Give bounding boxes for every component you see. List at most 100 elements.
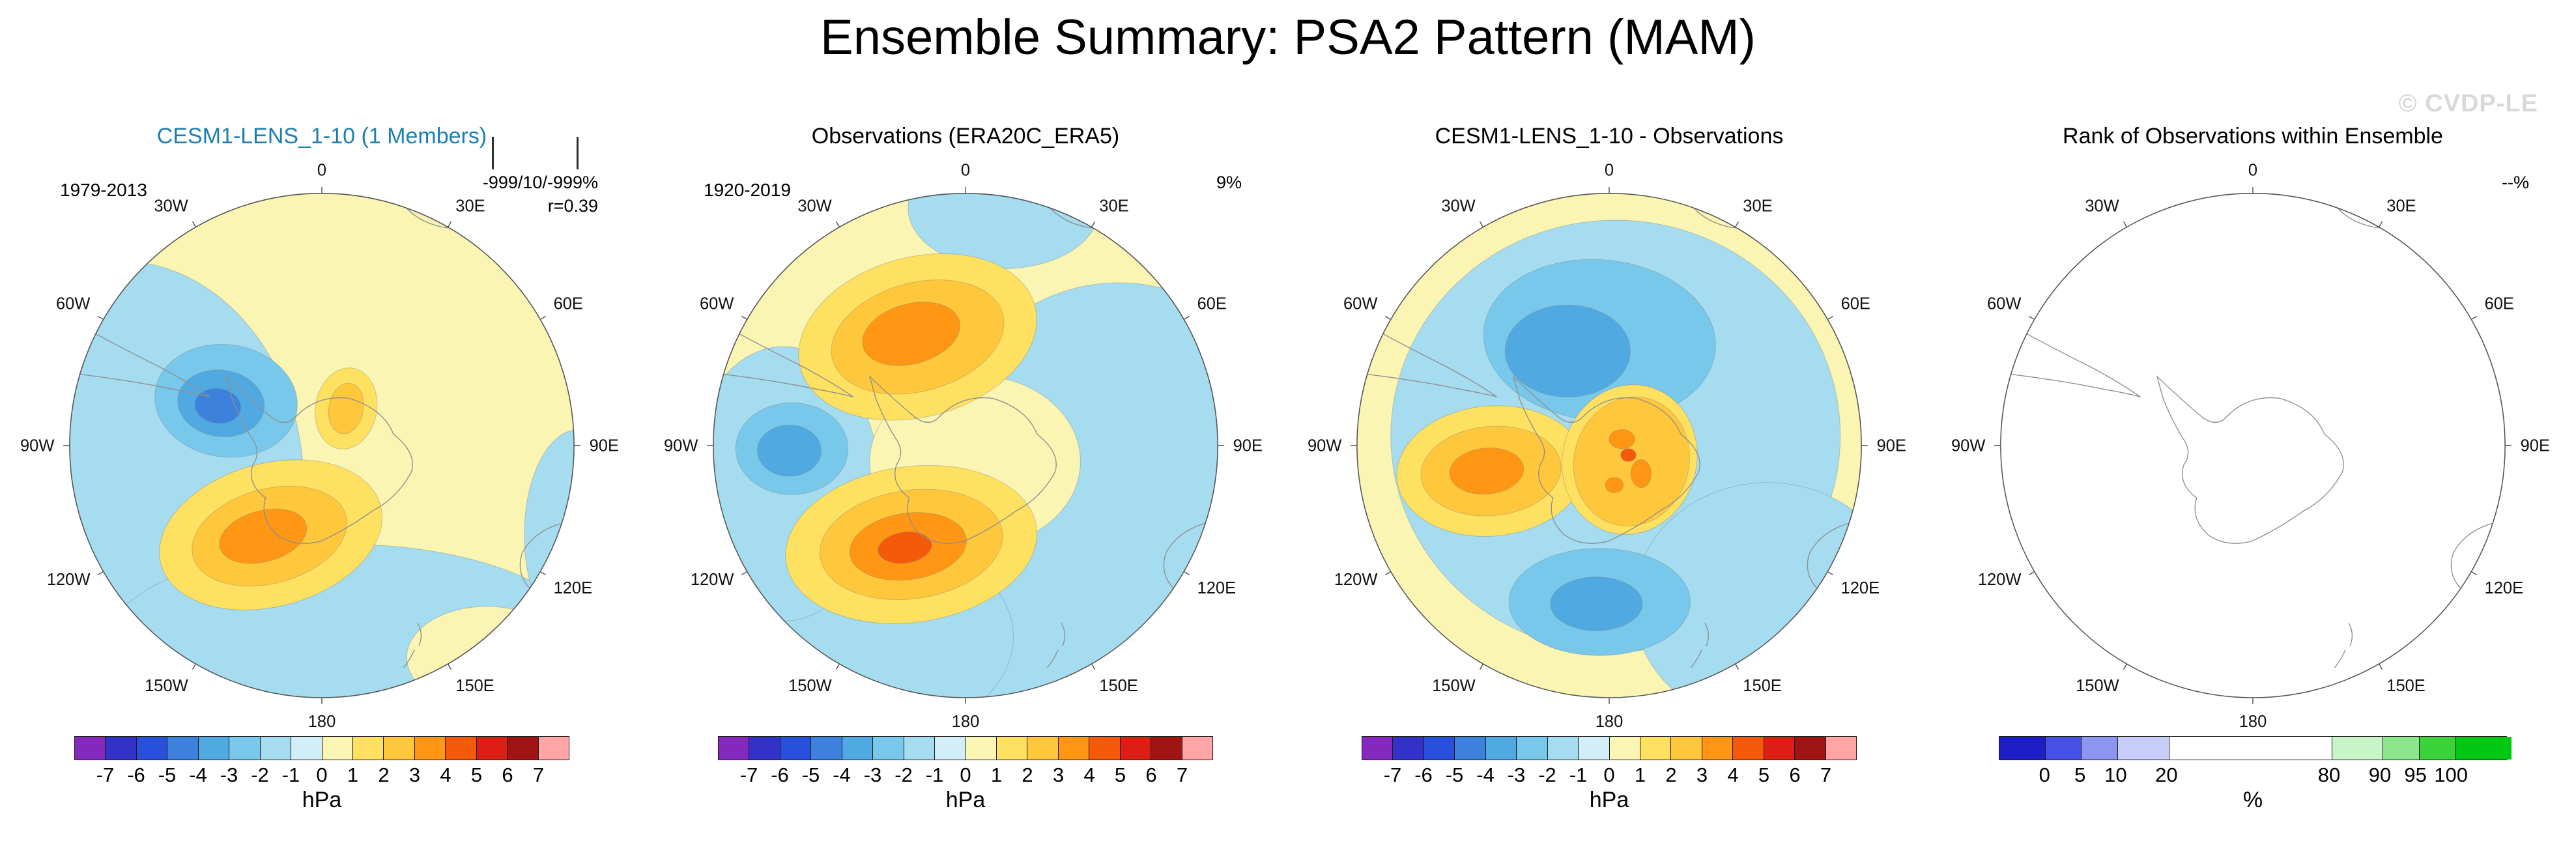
colorbar-tick-label: 1: [347, 763, 359, 786]
colorbar-tick-label: -5: [801, 763, 820, 786]
colorbar-segment: [291, 737, 322, 760]
longitude-label: 150E: [1099, 677, 1138, 695]
colorbar-tick-label: 5: [1114, 763, 1126, 786]
colorbar-tick-label: -6: [127, 763, 145, 786]
colorbar-tick-label: -1: [281, 763, 300, 786]
colorbar-tick-label: -6: [1414, 763, 1433, 786]
colorbar-segment: [2455, 737, 2512, 760]
longitude-tick: [1091, 663, 1096, 670]
colorbar-segment: [780, 737, 812, 760]
longitude-tick: [447, 221, 452, 228]
colorbar-ticks: -7 -6 -5 -4 -3 -2 -1 0 1 2 3 4 5 6 7: [718, 760, 1213, 788]
longitude-labels: 0 30W 60W 90W 120W 150W 180 150E 120E 90E 60E 30E: [1951, 161, 2550, 730]
colorbar-segment: [476, 737, 508, 760]
panel-title: Rank of Observations within Ensemble: [2063, 124, 2443, 149]
panel-period: 1979-2013: [60, 180, 147, 200]
colorbar-segment: [322, 737, 353, 760]
colorbar-tick-label: 7: [1176, 763, 1188, 786]
panel-stats: -999/10/-999% r=0.39: [483, 171, 598, 218]
colorbar-segment: [2046, 737, 2082, 760]
longitude-label: 30E: [1099, 197, 1128, 215]
colorbar-tick-label: 5: [1758, 763, 1770, 786]
panel-stat-line: 9%: [1216, 173, 1242, 192]
colorbar-segment: [1609, 737, 1640, 760]
panel-stats: --%: [2502, 171, 2529, 194]
longitude-label: 60E: [554, 295, 583, 313]
longitude-label: 120W: [691, 571, 734, 589]
longitude-label: 120W: [47, 571, 91, 589]
longitude-tick: [1734, 221, 1739, 228]
longitude-label: 0: [961, 161, 970, 179]
longitude-tick: [1479, 663, 1484, 670]
longitude-label: 120E: [1841, 579, 1880, 597]
colorbar-segment: [1640, 737, 1672, 760]
tick-mark: [492, 137, 494, 169]
colorbar-tick-label: 3: [1696, 763, 1708, 786]
longitude-label: 60E: [1841, 295, 1870, 313]
longitude-label: 90W: [664, 437, 698, 455]
colorbar-segment: [904, 737, 936, 760]
longitude-tick: [2470, 315, 2478, 320]
colorbar-unit-label: hPa: [945, 788, 986, 812]
colorbar-segment: [2332, 737, 2384, 760]
anomaly-contour: [1504, 304, 1631, 397]
anomaly-contour: [1630, 459, 1652, 489]
longitude-tick: [447, 663, 452, 670]
colorbar-tick-label: 95: [2404, 763, 2427, 786]
panel-title: Observations (ERA20C_ERA5): [811, 124, 1120, 149]
anomaly-contour: [1620, 448, 1637, 462]
colorbar-segment: [935, 737, 966, 760]
longitude-tick: [835, 221, 840, 228]
colorbar-tick-label: 3: [408, 763, 421, 786]
colorbar-tick-label: 80: [2317, 763, 2341, 786]
longitude-label: 180: [1596, 713, 1624, 730]
anomaly-contour: [328, 382, 364, 435]
longitude-tick: [1734, 663, 1739, 670]
anomaly-field: [713, 193, 1218, 698]
colorbar-segment: [811, 737, 842, 760]
longitude-label: 150E: [455, 677, 494, 695]
longitude-label: 0: [2248, 161, 2257, 179]
colorbar-segment: [749, 737, 780, 760]
longitude-label: 30W: [1441, 197, 1475, 215]
longitude-tick: [97, 315, 104, 320]
longitude-label: 120W: [1978, 571, 2022, 589]
longitude-labels: 0 30W 60W 90W 120W 150W 180 150E 120E 90E 60E 30E: [1308, 161, 1906, 730]
colorbar-tick-label: 6: [1145, 763, 1157, 786]
colorbar-tick-label: -6: [771, 763, 789, 786]
cvdp-watermark: © CVDP-LE: [2398, 90, 2538, 117]
colorbar-segment: [198, 737, 230, 760]
colorbar-tick-label: -2: [1538, 763, 1556, 786]
longitude-label: 30W: [154, 197, 188, 215]
anomaly-contour: [878, 532, 932, 564]
longitude-label: 90W: [20, 437, 54, 455]
colorbar-segment: [996, 737, 1028, 760]
colorbar-segment: [384, 737, 415, 760]
map-canvas: 0 30W 60W 90W 120W 150W 180 150E 120E 90E 60E 30E: [1308, 161, 1906, 730]
panels-row: CESM1-LENS_1-10 (1 Members) 1979-2013 -999…: [0, 124, 2576, 813]
panel-period: 1920-2019: [704, 180, 791, 200]
colorbar-tick-label: -5: [1445, 763, 1464, 786]
panel-stat-line: r=0.39: [547, 196, 598, 216]
map-canvas: 0 30W 60W 90W 120W 150W 180 150E 120E 90E 60E 30E: [664, 161, 1263, 730]
longitude-label: 120E: [1197, 579, 1236, 597]
colorbar-segment: [1362, 737, 1394, 760]
longitude-label: 0: [1605, 161, 1614, 179]
longitude-label: 120W: [1334, 571, 1378, 589]
longitude-label: 150W: [145, 677, 188, 695]
colorbar-segment: [1999, 737, 2046, 760]
longitude-labels: 0 30W 60W 90W 120W 150W 180 150E 120E 90E 60E 30E: [664, 161, 1263, 730]
colorbar-tick-label: -4: [189, 763, 207, 786]
colorbar-segment: [75, 737, 106, 760]
anomaly-contour: [757, 425, 822, 477]
longitude-tick: [741, 571, 748, 575]
colorbar-tick-label: 6: [502, 763, 513, 786]
colorbar-segment: [2117, 737, 2169, 760]
panel-title: CESM1-LENS_1-10 (1 Members): [156, 124, 487, 149]
longitude-label: 150W: [1432, 677, 1476, 695]
colorbar-segment: [229, 737, 261, 760]
colorbar-segment: [1151, 737, 1182, 760]
longitude-label: 180: [2239, 713, 2267, 730]
longitude-label: 30W: [2085, 197, 2119, 215]
